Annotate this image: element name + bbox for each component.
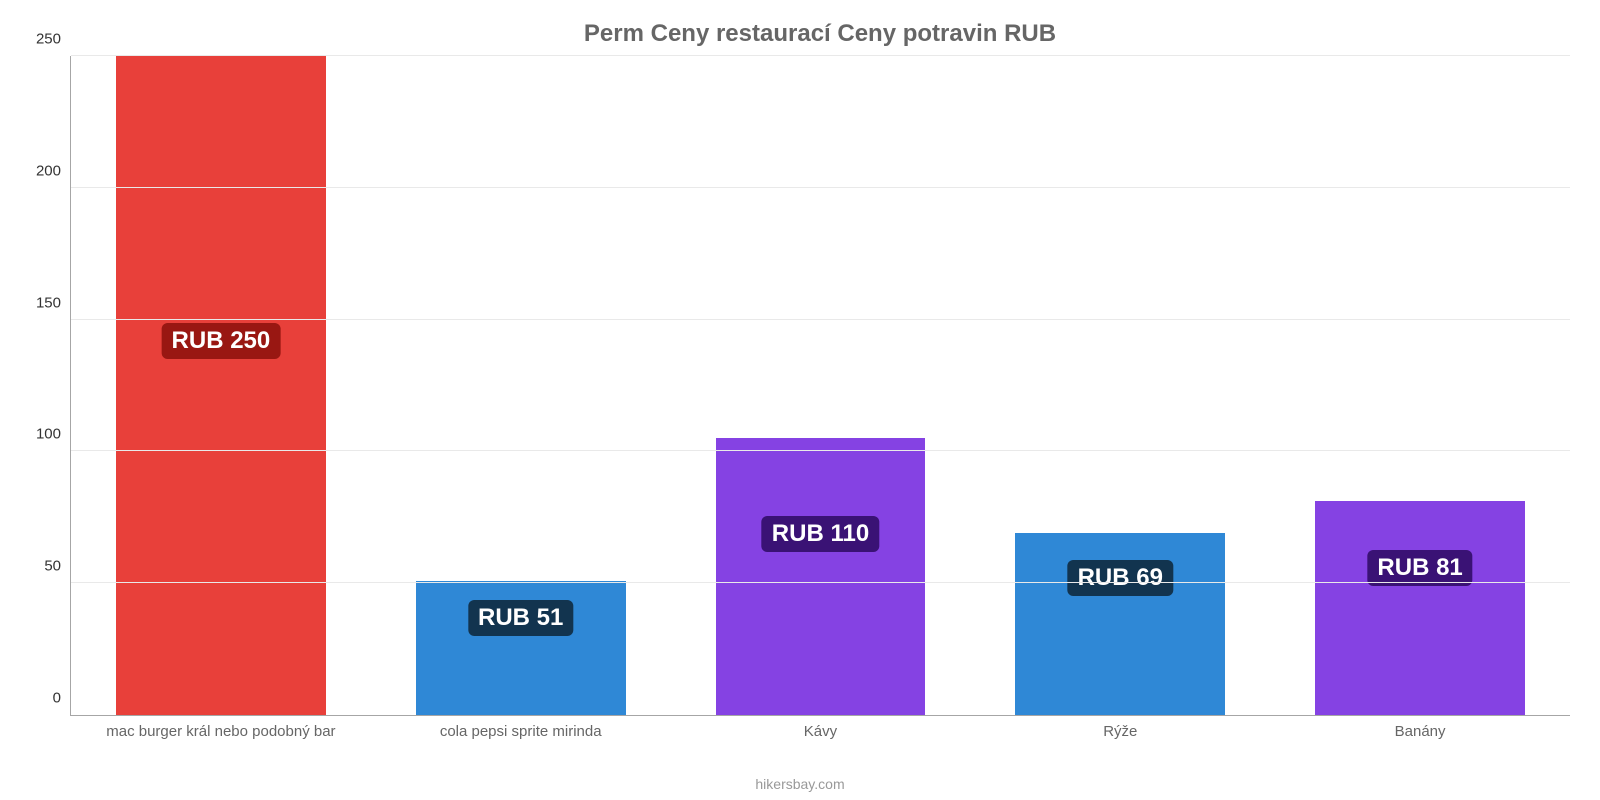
y-axis-tick: 150 <box>36 294 61 311</box>
x-axis-label: Kávy <box>804 723 837 740</box>
value-badge: RUB 250 <box>162 323 281 359</box>
value-badge: RUB 81 <box>1367 550 1472 586</box>
value-badge: RUB 69 <box>1068 560 1173 596</box>
chart-credit: hikersbay.com <box>755 776 844 792</box>
bar-slot: RUB 110Kávy <box>671 56 971 715</box>
bar-slot: RUB 81Banány <box>1270 56 1570 715</box>
x-axis-label: cola pepsi sprite mirinda <box>440 723 602 740</box>
grid-line <box>71 187 1570 188</box>
x-axis-label: Banány <box>1395 723 1446 740</box>
bars-container: RUB 250mac burger král nebo podobný barR… <box>71 56 1570 715</box>
y-axis-tick: 0 <box>53 690 61 707</box>
x-axis-label: mac burger král nebo podobný bar <box>106 723 335 740</box>
value-badge: RUB 51 <box>468 600 573 636</box>
plot-area: RUB 250mac burger král nebo podobný barR… <box>70 56 1570 716</box>
bar <box>716 438 926 715</box>
bar <box>1315 501 1525 715</box>
value-badge: RUB 110 <box>762 516 879 552</box>
bar <box>116 56 326 715</box>
bar-slot: RUB 51cola pepsi sprite mirinda <box>371 56 671 715</box>
grid-line <box>71 450 1570 451</box>
y-axis-tick: 200 <box>36 162 61 179</box>
price-bar-chart: Perm Ceny restaurací Ceny potravin RUB R… <box>0 0 1600 800</box>
bar-slot: RUB 250mac burger král nebo podobný bar <box>71 56 371 715</box>
grid-line <box>71 582 1570 583</box>
y-axis-tick: 50 <box>44 558 61 575</box>
grid-line <box>71 319 1570 320</box>
grid-line <box>71 55 1570 56</box>
y-axis-tick: 250 <box>36 31 61 48</box>
bar-slot: RUB 69Rýže <box>970 56 1270 715</box>
y-axis-tick: 100 <box>36 426 61 443</box>
x-axis-label: Rýže <box>1103 723 1137 740</box>
chart-title: Perm Ceny restaurací Ceny potravin RUB <box>70 20 1570 48</box>
